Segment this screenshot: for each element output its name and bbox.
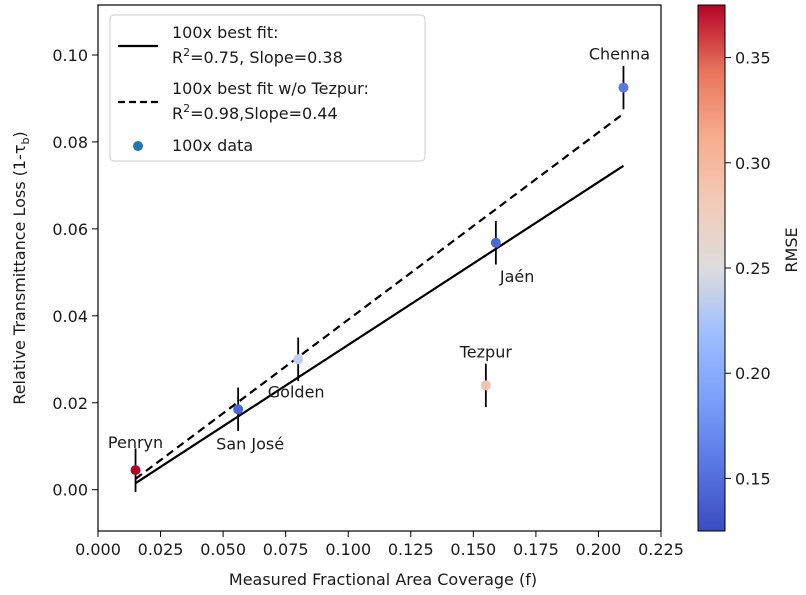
x-tick-label: 0.050 [200,540,246,559]
y-axis-title-subscript: b [19,138,32,145]
colorbar-tick-label: 0.15 [735,469,771,488]
data-point [480,380,491,391]
data-point [233,404,244,415]
y-tick-label: 0.06 [52,220,88,239]
colorbar-title: RMSE [782,227,801,272]
x-axis-ticks: 0.000 0.025 0.050 0.075 0.100 0.125 0.150 0.175… [75,531,684,559]
colorbar: 0.15 0.20 0.25 0.30 0.35 RMSE [697,4,801,532]
legend-scatter-marker [133,141,143,151]
fit-line-best-fit [134,164,625,485]
point-label: Tezpur [459,342,513,361]
fit-lines [134,112,625,485]
x-axis-title: Measured Fractional Area Coverage (f) [229,570,537,589]
colorbar-tick-label: 0.35 [735,49,771,68]
point-label: San José [216,434,284,453]
legend-box [109,14,426,162]
x-tick-label: 0.000 [75,540,121,559]
legend-dashed-line-label-1: 100x best fit w/o Tezpur: [172,79,369,98]
colorbar-ticks: 0.15 0.20 0.25 0.30 0.35 [725,49,771,488]
y-tick-label: 0.02 [52,394,88,413]
x-tick-label: 0.225 [638,540,684,559]
legend-scatter-label: 100x data [172,136,253,155]
point-label: Jaén [499,267,535,286]
data-points [130,65,629,492]
data-point [130,465,141,476]
x-tick-label: 0.175 [513,540,559,559]
legend: 100x best fit: R2=0.75, Slope=0.38 100x … [109,14,426,162]
point-annotations: Penryn San José Golden Tezpur Jaén Chenna [108,45,650,454]
y-axis-ticks: 0.00 0.02 0.04 0.06 0.08 0.10 [52,46,98,500]
colorbar-tick-label: 0.20 [735,364,771,383]
fit-line-without-tezpur [134,112,625,480]
point-label: Golden [268,382,325,401]
x-tick-label: 0.200 [576,540,622,559]
x-tick-label: 0.150 [450,540,496,559]
y-axis-title-close: ) [10,131,29,137]
y-axis-title: Relative Transmittance Loss (1-τb) [10,131,32,404]
colorbar-gradient [697,4,726,532]
y-tick-label: 0.04 [52,307,88,326]
point-label: Chenna [589,45,650,64]
x-tick-label: 0.075 [263,540,309,559]
x-tick-label: 0.025 [138,540,184,559]
y-axis-title-main: Relative Transmittance Loss (1-τ [10,145,29,405]
x-tick-label: 0.125 [388,540,434,559]
legend-dashed-line-label-2: R2=0.98,Slope=0.44 [172,102,338,123]
y-tick-label: 0.10 [52,46,88,65]
data-point [293,354,304,365]
colorbar-tick-label: 0.30 [735,154,771,173]
legend-solid-line-label-2: R2=0.75, Slope=0.38 [172,46,343,67]
legend-solid-line-label-1: 100x best fit: [172,23,279,42]
y-tick-label: 0.08 [52,133,88,152]
colorbar-tick-label: 0.25 [735,259,771,278]
y-tick-label: 0.00 [52,481,88,500]
point-label: Penryn [108,433,163,452]
data-point [618,82,629,93]
data-point [490,237,501,248]
x-tick-label: 0.100 [325,540,371,559]
